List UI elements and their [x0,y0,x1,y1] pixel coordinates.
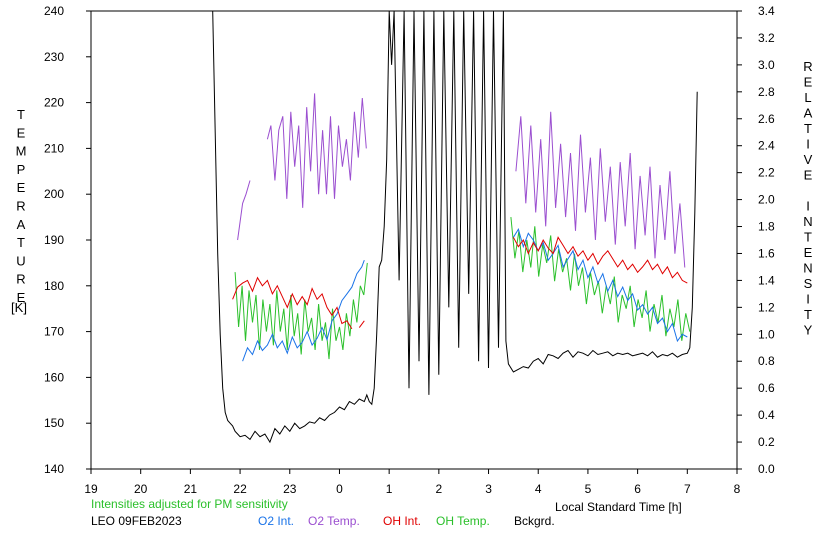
x-tick-label: 0 [336,482,343,496]
series-oh-int [232,276,353,330]
y-right-tick-label: 0.8 [758,354,775,368]
y-left-label-letter: P [17,162,26,177]
y-right-label-letter: I [806,199,810,214]
y-right-tick-label: 2.8 [758,85,775,99]
y-left-label-letter: E [17,290,26,305]
series-oh-temp [510,217,691,341]
y-right-tick-label: 0.4 [758,408,775,422]
x-tick-label: 7 [684,482,691,496]
y-right-tick-label: 2.6 [758,112,775,126]
y-right-tick-label: 0.0 [758,462,775,476]
y-right-label-letter: N [803,261,812,276]
pm-sensitivity-note: Intensities adjusted for PM sensitivity [91,497,288,511]
series-oh-int [358,320,365,328]
y-right-label-letter: E [804,75,813,90]
y-right-tick-label: 2.2 [758,166,775,180]
x-tick-label: 22 [233,482,247,496]
series-o2-temp [237,180,251,241]
y-right-label-letter: I [806,137,810,152]
y-right-label-letter: T [804,307,812,322]
series-bckgrd [212,11,698,444]
y-right-label-letter: S [804,276,813,291]
legend-item: OH Int. [383,514,422,528]
y-right-tick-label: 1.2 [758,300,775,314]
y-left-tick-label: 150 [44,416,64,430]
x-tick-label: 21 [184,482,198,496]
y-left-label-letter: T [17,107,25,122]
y-right-label-letter: T [804,230,812,245]
y-right-label-letter: N [803,214,812,229]
y-right-label-letter: Y [804,323,813,338]
y-right-tick-label: 1.0 [758,327,775,341]
legend-item: O2 Int. [258,514,295,528]
y-right-label-letter: I [806,292,810,307]
y-left-tick-label: 160 [44,370,64,384]
y-left-label-letter: M [16,144,27,159]
x-tick-label: 5 [585,482,592,496]
x-tick-label: 19 [84,482,98,496]
series-layer [212,11,698,444]
y-right-label-letter: A [804,106,813,121]
axis-layer: 19 20 21 22 23 0 1 2 3 4 5 6 7 8140150160170180190200… [44,4,775,496]
x-tick-label: 23 [283,482,297,496]
y-right-tick-label: 3.4 [758,4,775,18]
y-right-label-letter: V [804,152,813,167]
y-left-tick-label: 240 [44,4,64,18]
y-left-label-letter: T [17,235,25,250]
series-o2-int [512,227,688,343]
x-tick-label: 8 [734,482,741,496]
y-left-label-letter: R [16,199,25,214]
y-left-tick-label: 220 [44,96,64,110]
plot-frame [90,10,738,470]
y-left-label-letter: A [17,217,26,232]
series-oh-temp [234,262,368,360]
y-right-tick-label: 0.2 [758,435,775,449]
y-axis-left-unit: [K] [11,300,27,315]
y-right-label-letter: E [804,168,813,183]
y-right-tick-label: 2.0 [758,193,775,207]
x-tick-label: 20 [134,482,148,496]
y-left-tick-label: 230 [44,50,64,64]
x-tick-label: 2 [436,482,443,496]
y-right-tick-label: 1.8 [758,220,775,234]
x-tick-label: 1 [386,482,393,496]
y-right-tick-label: 0.6 [758,381,775,395]
y-left-tick-label: 200 [44,187,64,201]
y-left-tick-label: 210 [44,141,64,155]
station-date-label: LEO 09FEB2023 [91,514,182,528]
y-right-tick-label: 1.4 [758,273,775,287]
x-tick-label: 3 [485,482,492,496]
y-left-tick-label: 180 [44,279,64,293]
series-oh-int [512,236,688,284]
y-left-tick-label: 140 [44,462,64,476]
x-axis-label: Local Standard Time [h] [555,500,682,514]
series-o2-temp [515,111,686,268]
legend-item: OH Temp. [436,514,490,528]
legend-item: Bckgrd. [514,514,555,528]
x-tick-label: 4 [535,482,542,496]
y-right-tick-label: 3.2 [758,31,775,45]
series-o2-int [242,260,365,362]
y-left-tick-label: 190 [44,233,64,247]
y-left-label-letter: U [16,253,25,268]
y-right-label-letter: R [803,59,812,74]
y-right-label-letter: E [804,245,813,260]
y-left-label-letter: E [17,180,26,195]
y-left-tick-label: 170 [44,325,64,339]
x-tick-label: 6 [634,482,641,496]
series-o2-temp [266,93,367,208]
y-right-tick-label: 1.6 [758,246,775,260]
y-right-label-letter: T [804,121,812,136]
y-right-label-letter: L [804,90,811,105]
y-left-label-letter: R [16,272,25,287]
legend-item: O2 Temp. [308,514,360,528]
y-right-tick-label: 3.0 [758,58,775,72]
y-right-tick-label: 2.4 [758,139,775,153]
y-left-label-letter: E [17,125,26,140]
